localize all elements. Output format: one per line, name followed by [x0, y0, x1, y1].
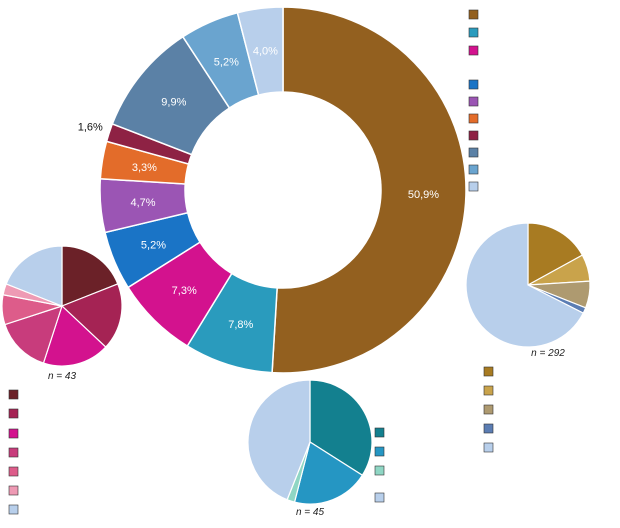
right-pie-legend-swatch	[483, 404, 494, 415]
left-pie-n-label: n = 43	[48, 371, 77, 382]
left-pie-legend-swatch	[8, 485, 19, 496]
right-pie-slice	[527, 222, 584, 287]
left-pie-legend-swatch	[8, 466, 19, 477]
left-pie-legend-swatch	[8, 504, 19, 515]
left-pie-legend-swatch	[8, 408, 19, 419]
bottom-pie-slice	[293, 441, 364, 505]
right-pie-legend-swatch	[483, 385, 494, 396]
bottom-pie-legend-swatch	[374, 427, 385, 438]
donut-segment	[271, 6, 467, 374]
bottom-pie-n-label: n = 45	[296, 507, 325, 518]
left-pie-legend-swatch	[8, 389, 19, 400]
donut-segment-label: 7,8%	[228, 319, 253, 331]
donut-legend-swatch	[468, 181, 479, 192]
left-pie-slice	[60, 283, 123, 348]
left-pie-slice	[61, 245, 119, 307]
right-pie-legend-swatch	[483, 366, 494, 377]
donut-segment-label: 7,3%	[172, 285, 197, 297]
donut-legend-swatch	[468, 79, 479, 90]
bottom-pie-legend-swatch	[374, 492, 385, 503]
donut-legend-swatch	[468, 96, 479, 107]
donut-segment	[236, 6, 284, 96]
donut-legend-swatch	[468, 130, 479, 141]
donut-legend-swatch	[468, 113, 479, 124]
donut-segment-label: 4,7%	[130, 197, 155, 209]
left-pie-legend-swatch	[8, 447, 19, 458]
bottom-pie-legend-swatch	[374, 446, 385, 457]
donut-segment-label: 5,2%	[141, 239, 166, 251]
donut-segment-label: 9,9%	[161, 97, 186, 109]
donut-segment-label: 5,2%	[214, 56, 239, 68]
donut-segment-label: 50,9%	[408, 189, 439, 201]
bottom-pie-slice	[247, 379, 311, 501]
right-pie-legend-swatch	[483, 442, 494, 453]
donut-segment-label: 1,6%	[78, 121, 103, 133]
donut-legend-swatch	[468, 45, 479, 56]
donut-legend-swatch	[468, 27, 479, 38]
left-pie-slice	[5, 245, 63, 307]
donut-legend-swatch	[468, 9, 479, 20]
donut-legend-swatch	[468, 164, 479, 175]
right-pie-legend-swatch	[483, 423, 494, 434]
left-pie-slice	[42, 304, 107, 367]
donut-segment-label: 3,3%	[132, 162, 157, 174]
right-pie-n-label: n = 292	[531, 348, 565, 359]
left-pie-legend-swatch	[8, 428, 19, 439]
donut-segment-label: 4,0%	[253, 46, 278, 58]
donut-legend-swatch	[468, 147, 479, 158]
right-pie-slice	[465, 222, 585, 348]
bottom-pie-legend-swatch	[374, 465, 385, 476]
